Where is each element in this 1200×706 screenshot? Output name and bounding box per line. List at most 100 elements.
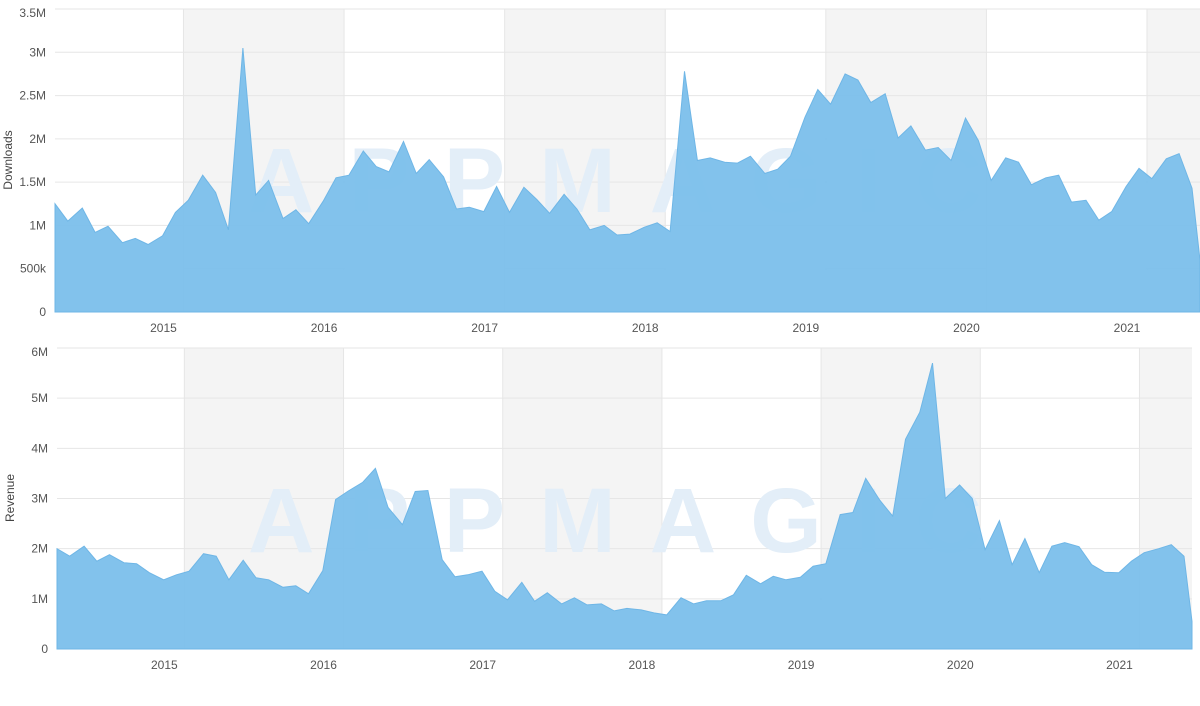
data-point (69, 555, 71, 557)
y-tick-label: 1M (29, 218, 46, 232)
x-tick-label-2017: 2017 (469, 658, 496, 672)
data-point (161, 235, 163, 237)
data-point (495, 185, 497, 187)
data-point (428, 158, 430, 160)
data-point (227, 229, 229, 231)
data-point (1098, 219, 1100, 221)
x-tick-label-2019: 2019 (792, 321, 819, 335)
data-point (613, 610, 615, 612)
data-point (295, 585, 297, 587)
data-point (736, 162, 738, 164)
data-point (870, 101, 872, 103)
y-tick-label: 3M (31, 492, 48, 506)
x-tick-label-2017: 2017 (471, 321, 498, 335)
data-point (732, 594, 734, 596)
data-point (839, 513, 841, 515)
data-point (375, 165, 377, 167)
data-point (107, 225, 109, 227)
data-point (944, 497, 946, 499)
data-point (990, 179, 992, 181)
data-point (626, 607, 628, 609)
data-point (533, 600, 535, 602)
data-point (546, 592, 548, 594)
data-point (799, 576, 801, 578)
data-point (576, 208, 578, 210)
data-point (308, 223, 310, 225)
data-point (414, 490, 416, 492)
data-point (468, 206, 470, 208)
data-point (1064, 541, 1066, 543)
data-point (852, 511, 854, 513)
data-point (1030, 184, 1032, 186)
data-point (455, 208, 457, 210)
x-tick-label-2016: 2016 (311, 321, 338, 335)
data-point (629, 233, 631, 235)
data-point (1118, 572, 1120, 574)
x-tick-label-2018: 2018 (629, 658, 656, 672)
data-point (1091, 564, 1093, 566)
data-point (1191, 187, 1193, 189)
y-tick-label: 2M (31, 542, 48, 556)
y-tick-label: 6M (31, 345, 48, 359)
data-point (1011, 564, 1013, 566)
data-point (123, 562, 125, 564)
data-point (148, 572, 150, 574)
data-point (202, 174, 204, 176)
data-point (282, 586, 284, 588)
data-point (1085, 199, 1087, 201)
data-point (255, 577, 257, 579)
x-tick-label-2016: 2016 (310, 658, 337, 672)
data-point (307, 593, 309, 595)
data-point (563, 193, 565, 195)
data-point (467, 574, 469, 576)
data-point (174, 211, 176, 213)
data-point (772, 575, 774, 577)
data-point (83, 545, 85, 547)
data-point (242, 559, 244, 561)
data-point (1078, 546, 1080, 548)
data-point (998, 519, 1000, 521)
data-point (402, 140, 404, 142)
y-tick-label: 2.5M (19, 89, 46, 103)
data-point (904, 438, 906, 440)
data-point (1165, 158, 1167, 160)
data-point (971, 497, 973, 499)
x-tick-label-2020: 2020 (953, 321, 980, 335)
data-point (1051, 545, 1053, 547)
data-point (163, 579, 165, 581)
data-point (759, 583, 761, 585)
y-tick-label: 0 (39, 305, 46, 319)
data-point (1005, 157, 1007, 159)
data-point (1170, 544, 1172, 546)
data-point (1024, 537, 1026, 539)
y-tick-label: 3M (29, 45, 46, 59)
data-point (603, 224, 605, 226)
data-point (892, 515, 894, 517)
data-point (427, 489, 429, 491)
data-point (442, 176, 444, 178)
data-point (523, 186, 525, 188)
data-point (1038, 572, 1040, 574)
data-point (683, 70, 685, 72)
data-point (1157, 548, 1159, 550)
data-point (1138, 167, 1140, 169)
data-point (215, 555, 217, 557)
data-point (884, 93, 886, 95)
data-point (81, 207, 83, 209)
data-point (228, 579, 230, 581)
data-point (950, 159, 952, 161)
data-point (829, 103, 831, 105)
x-tick-label-2020: 2020 (947, 658, 974, 672)
data-point (454, 576, 456, 578)
data-point (804, 116, 806, 118)
data-point (640, 609, 642, 611)
data-point (680, 597, 682, 599)
data-point (67, 220, 69, 222)
data-point (865, 477, 867, 479)
data-point (586, 604, 588, 606)
data-point (785, 579, 787, 581)
data-point (1191, 620, 1193, 622)
data-point (844, 73, 846, 75)
y-tick-label: 500k (20, 262, 47, 276)
